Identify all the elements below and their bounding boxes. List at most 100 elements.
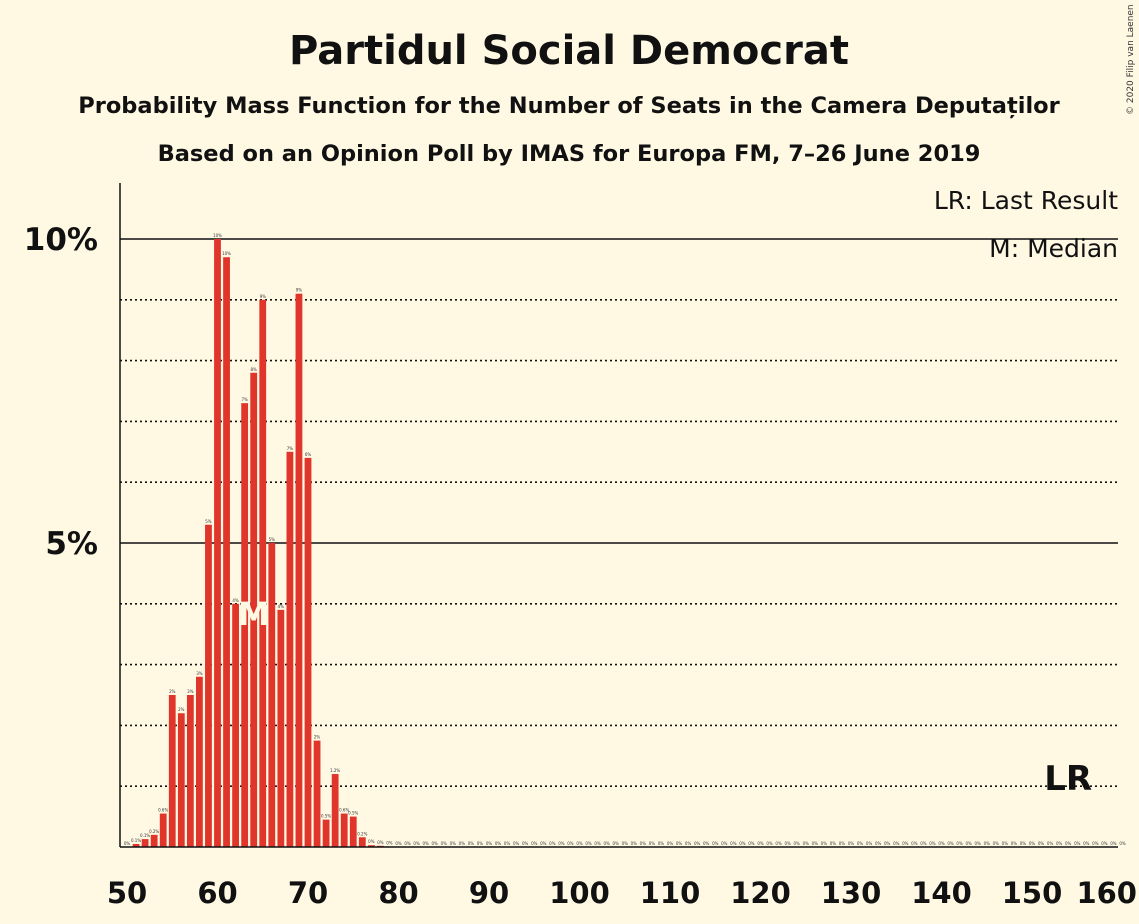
bar-value-label: 0% xyxy=(658,841,665,846)
bar-value-label: 0% xyxy=(929,841,936,846)
bar-value-label: 0% xyxy=(1065,841,1072,846)
bar-value-label: 0% xyxy=(404,841,411,846)
bar-value-label: 0% xyxy=(549,841,556,846)
bar-value-label: 0.6% xyxy=(339,808,349,813)
bar-value-label: 0% xyxy=(866,841,873,846)
bar-value-label: 0% xyxy=(441,841,448,846)
bar-value-label: 0% xyxy=(368,839,375,844)
copyright-text: © 2020 Filip van Laenen xyxy=(1126,4,1136,115)
chart-subtitle: Probability Mass Function for the Number… xyxy=(78,93,1060,119)
bar-value-label: 8% xyxy=(251,367,258,372)
bar xyxy=(295,293,303,848)
bar-value-label: 5% xyxy=(269,537,276,542)
bar-value-label: 4% xyxy=(232,598,239,603)
bar xyxy=(168,695,176,847)
bar-value-label: 10% xyxy=(213,233,222,238)
bar-value-label: 0% xyxy=(1092,841,1099,846)
bar-value-label: 7% xyxy=(241,397,248,402)
bar xyxy=(141,839,149,847)
bar-value-label: 0% xyxy=(739,841,746,846)
bar xyxy=(286,451,294,847)
bar-value-label: 0% xyxy=(1020,841,1027,846)
bar-value-label: 0% xyxy=(1119,841,1126,846)
bar xyxy=(322,819,330,847)
bar-value-label: 0% xyxy=(893,841,900,846)
bar-value-label: 7% xyxy=(287,446,294,451)
legend-median: M: Median xyxy=(989,234,1118,263)
bar-value-label: 0% xyxy=(395,841,402,846)
bars xyxy=(132,239,393,848)
bar xyxy=(196,676,203,847)
bar-value-label: 0% xyxy=(947,841,954,846)
bar-value-label: 0% xyxy=(640,841,647,846)
y-tick-label: 10% xyxy=(24,222,98,258)
bar-value-label: 0% xyxy=(477,841,484,846)
axes: 50 60 70 80 90 100 110 120 130 140 150 160 xyxy=(107,183,1137,910)
bar-value-label: 0% xyxy=(603,841,610,846)
bar-value-label: 0% xyxy=(748,841,755,846)
bar-value-label: 0% xyxy=(1056,841,1063,846)
x-tick-label: 130 xyxy=(821,876,882,910)
bar-value-label: 0% xyxy=(902,841,909,846)
legend-last-result: LR: Last Result xyxy=(934,186,1118,215)
bar xyxy=(304,457,312,847)
bar-value-label: 0% xyxy=(422,841,429,846)
median-marker: M xyxy=(238,595,270,633)
bar xyxy=(367,845,375,847)
bar xyxy=(223,257,230,847)
bar-value-label: 0% xyxy=(766,841,773,846)
bar-value-label: 1.2% xyxy=(330,768,340,773)
x-tick-label: 70 xyxy=(288,876,328,910)
bar-value-label: 0% xyxy=(1047,841,1054,846)
bar-value-label: 0% xyxy=(576,841,583,846)
bar-value-label: 0% xyxy=(459,841,466,846)
bar-value-label: 0% xyxy=(839,841,846,846)
bar-value-label: 0% xyxy=(513,841,520,846)
bar-value-label: 0% xyxy=(920,841,927,846)
bar-value-label: 0% xyxy=(857,841,864,846)
bar-value-label: 9% xyxy=(260,294,267,299)
bar xyxy=(177,713,185,847)
bar-labels: 0%0.1%0.1%0.2%0.6%2%2%3%3%5%10%10%4%7%8%… xyxy=(124,233,1126,846)
bar-value-label: 0% xyxy=(622,841,629,846)
y-tick-label: 5% xyxy=(45,526,98,562)
bar-value-label: 0% xyxy=(495,841,502,846)
gridlines: 5% 10% xyxy=(24,222,1118,788)
bar-value-label: 2% xyxy=(169,689,176,694)
bar xyxy=(331,774,339,847)
bar-value-label: 0.2% xyxy=(357,831,367,836)
last-result-marker: LR xyxy=(1044,759,1092,799)
bar-value-label: 4% xyxy=(278,604,285,609)
bar-value-label: 0% xyxy=(784,841,791,846)
x-tick-label: 90 xyxy=(469,876,509,910)
bar-value-label: 0% xyxy=(956,841,963,846)
bar-value-label: 0.2% xyxy=(149,829,159,834)
bar xyxy=(132,843,140,847)
bar-value-label: 0% xyxy=(1038,841,1045,846)
bar-value-label: 0% xyxy=(884,841,891,846)
bar-value-label: 0% xyxy=(848,841,855,846)
bar-value-label: 5% xyxy=(205,519,212,524)
chart-title: Partidul Social Democrat xyxy=(289,28,849,74)
bar-value-label: 0% xyxy=(911,841,918,846)
bar-value-label: 0% xyxy=(803,841,810,846)
bar xyxy=(268,543,276,847)
bar-value-label: 0% xyxy=(712,841,719,846)
bar-value-label: 0% xyxy=(812,841,819,846)
bar-value-label: 0% xyxy=(685,841,692,846)
x-tick-label: 140 xyxy=(911,876,972,910)
bar-value-label: 0% xyxy=(938,841,945,846)
bar xyxy=(214,239,221,847)
x-tick-label: 150 xyxy=(1002,876,1063,910)
bar-value-label: 0% xyxy=(1083,841,1090,846)
bar xyxy=(186,695,194,847)
bar-value-label: 0% xyxy=(794,841,801,846)
bar-value-label: 0% xyxy=(676,841,683,846)
x-tick-label: 60 xyxy=(197,876,237,910)
bar-value-label: 0% xyxy=(413,841,420,846)
bar-value-label: 0% xyxy=(522,841,529,846)
bar xyxy=(313,740,321,847)
bar-value-label: 0% xyxy=(1074,841,1081,846)
x-tick-label: 120 xyxy=(730,876,791,910)
